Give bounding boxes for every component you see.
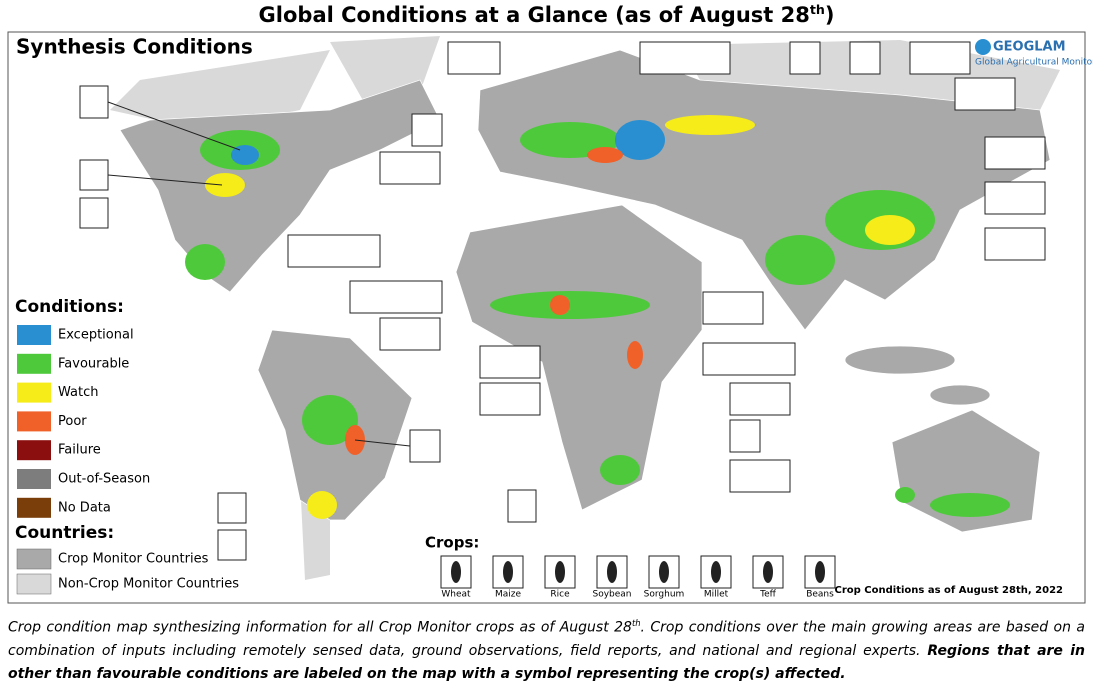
crop-label: Maize (495, 590, 522, 600)
crop-label: Sorghum (644, 590, 685, 600)
condition-swatch (17, 382, 51, 403)
condition-label: Poor (58, 414, 87, 429)
crop-glyph (659, 561, 669, 583)
caption: Crop condition map synthesizing informat… (8, 612, 1085, 686)
countries-title: Countries: (15, 523, 114, 543)
condition-label: No Data (58, 500, 111, 515)
crop-label: Wheat (441, 590, 471, 600)
crop-glyph (711, 561, 721, 583)
crop-land (119, 49, 1051, 533)
crop-glyph (607, 561, 617, 583)
crop-glyph (763, 561, 773, 583)
crop-label: Rice (550, 590, 570, 600)
country-swatch (16, 573, 52, 595)
logo-mark (975, 39, 991, 55)
crop-glyph (555, 561, 565, 583)
crop-glyph (503, 561, 513, 583)
condition-label: Failure (58, 443, 101, 458)
map-footnote: Crop Conditions as of August 28th, 2022 (835, 585, 1064, 596)
condition-areas (185, 115, 1010, 519)
country-swatch (16, 548, 52, 570)
condition-swatch (17, 497, 51, 518)
crops-title: Crops: (425, 534, 479, 552)
crop-callouts (79, 41, 1046, 561)
logo: GEOGLAM (993, 40, 1066, 55)
page-title: Global Conditions at a Glance (as of Aug… (0, 2, 1093, 27)
crop-label: Beans (806, 590, 834, 600)
condition-swatch (17, 353, 51, 374)
map: Synthesis Conditions GEOGLAM Global Agri… (7, 31, 1093, 604)
title-sup: th (809, 2, 825, 17)
condition-label: Exceptional (58, 328, 134, 343)
map-heading: Synthesis Conditions (16, 35, 253, 59)
title-text: Global Conditions at a Glance (as of Aug… (258, 3, 810, 27)
country-label: Crop Monitor Countries (58, 552, 209, 567)
crop-label: Teff (759, 590, 777, 600)
crop-label: Millet (704, 590, 729, 600)
condition-swatch (17, 411, 51, 432)
condition-swatch (17, 325, 51, 345)
caption-text: . Crop conditions over the main growing … (8, 619, 1085, 659)
crop-glyph (451, 561, 461, 583)
caption-sup: th (631, 618, 641, 628)
conditions-title: Conditions: (15, 297, 124, 317)
condition-swatch (17, 469, 51, 489)
crop-label: Soybean (592, 590, 631, 600)
condition-label: Out-of-Season (58, 472, 150, 487)
logo-subtitle: Global Agricultural Monitoring (975, 58, 1093, 68)
condition-label: Favourable (58, 356, 129, 371)
caption-bold: Regions that are in other than favourabl… (8, 642, 1085, 682)
title-end: ) (824, 3, 835, 27)
crop-glyph (815, 561, 825, 583)
country-label: Non-Crop Monitor Countries (58, 577, 239, 592)
condition-swatch (17, 440, 51, 461)
caption-text: Crop condition map synthesizing informat… (8, 619, 632, 636)
condition-label: Watch (58, 385, 98, 400)
